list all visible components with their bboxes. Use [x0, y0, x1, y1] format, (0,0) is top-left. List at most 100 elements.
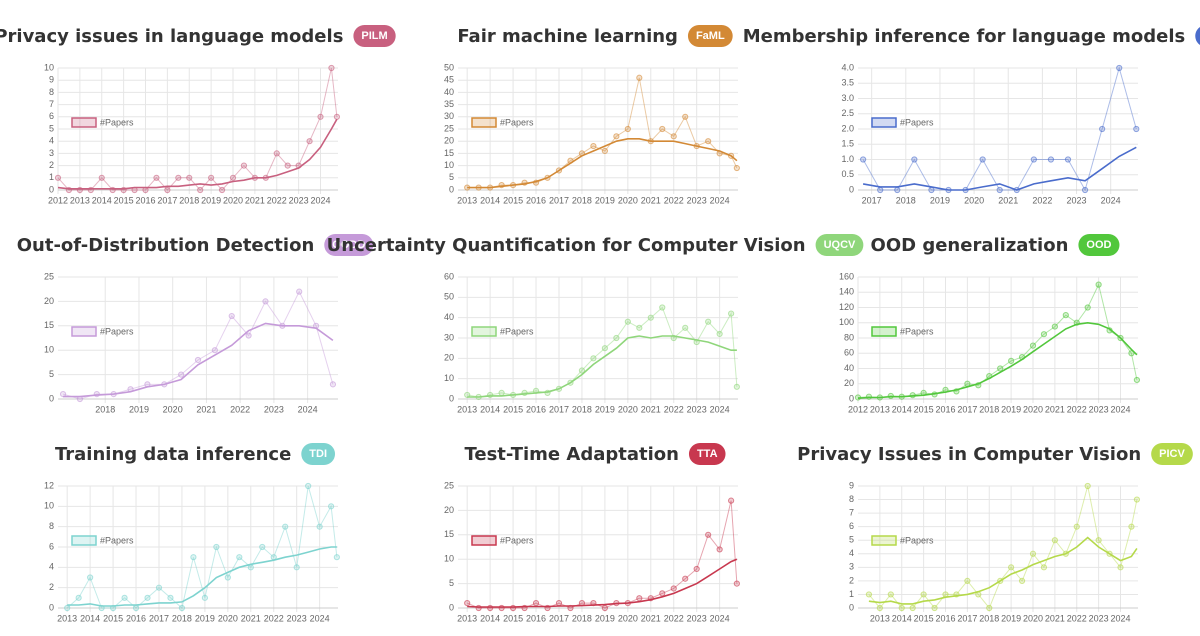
data-point [1133, 125, 1140, 133]
x-tick-label: 2013 [457, 195, 477, 205]
series-line [857, 283, 1138, 399]
chart-header: Privacy Issues in Computer Vision PICV [797, 443, 1193, 465]
data-point [218, 186, 226, 194]
data-point [997, 365, 1004, 372]
x-tick-label: 2022 [264, 613, 284, 623]
badge [688, 443, 726, 465]
badge [1078, 234, 1120, 256]
x-tick-label: 2016 [935, 404, 955, 414]
y-tick-label: 1 [849, 589, 854, 599]
badge [324, 234, 374, 256]
data-point [153, 174, 160, 181]
x-tick-label: 2023 [1067, 195, 1087, 205]
chart-title: Privacy issues in language models [0, 26, 343, 47]
y-tick-label: 4 [849, 548, 854, 558]
legend-label: #Papers [100, 326, 134, 336]
x-tick-label: 2018 [572, 613, 592, 623]
x-tick-label: 2018 [896, 195, 916, 205]
y-tick-label: 30 [444, 111, 454, 121]
y-tick-label: 20 [444, 353, 454, 363]
x-tick-label: 2017 [957, 613, 977, 623]
x-tick-label: 2019 [595, 613, 615, 623]
data-point [1029, 550, 1037, 557]
y-tick-label: 8 [49, 87, 54, 97]
data-point [1128, 523, 1135, 530]
y-tick-label: 8 [49, 521, 54, 531]
y-tick-label: 30 [444, 332, 454, 342]
data-point [1018, 577, 1026, 584]
series-line [868, 485, 1138, 609]
y-tick-label: 0 [849, 393, 854, 403]
legend-label: #Papers [900, 117, 934, 127]
data-point [670, 585, 677, 592]
x-tick-label: 2021 [245, 195, 265, 205]
x-tick-label: 2024 [310, 195, 330, 205]
data-point [636, 595, 643, 602]
x-tick-label: 2015 [503, 613, 523, 623]
data-point [121, 594, 128, 601]
x-tick-label: 2019 [595, 404, 615, 414]
data-point [898, 604, 905, 612]
y-tick-label: 2 [849, 575, 854, 585]
y-tick-label: 0 [49, 393, 54, 403]
x-tick-label: 2014 [892, 613, 912, 623]
x-tick-label: 2022 [1067, 404, 1087, 414]
legend-label: #Papers [900, 535, 934, 545]
data-point [498, 389, 505, 396]
y-tick-label: 0 [849, 602, 854, 612]
x-tick-label: 2015 [503, 404, 523, 414]
data-point [1133, 376, 1141, 384]
x-tick-label: 2020 [223, 195, 243, 205]
x-tick-label: 2016 [526, 404, 546, 414]
y-tick-label: 40 [844, 363, 854, 373]
data-point [876, 604, 883, 612]
badge-label: UQCV [824, 239, 856, 251]
data-point [333, 554, 340, 561]
series-line [57, 67, 338, 191]
y-tick-label: 20 [844, 378, 854, 388]
data-point [728, 497, 735, 504]
data-point [682, 113, 689, 120]
x-tick-label: 2023 [687, 613, 707, 623]
y-tick-label: 0.5 [841, 169, 854, 179]
data-point [733, 383, 740, 390]
chart-header: Training data inference TDI [55, 443, 336, 465]
y-tick-label: 8 [849, 494, 854, 504]
badge [815, 234, 864, 256]
data-point [464, 600, 471, 607]
legend-label: #Papers [500, 535, 534, 545]
data-point [590, 355, 597, 362]
data-point [259, 543, 266, 551]
data-point [240, 162, 248, 169]
data-point [98, 174, 105, 181]
y-tick-label: 0 [849, 184, 854, 194]
data-point [1030, 156, 1037, 163]
legend-label: #Papers [100, 535, 134, 545]
data-point [1029, 342, 1037, 349]
data-point [262, 298, 269, 305]
x-tick-label: 2021 [641, 404, 661, 414]
x-tick-label: 2016 [935, 613, 955, 623]
y-tick-label: 7 [849, 507, 854, 517]
data-point [1081, 186, 1089, 194]
x-tick-label: 2018 [979, 613, 999, 623]
y-tick-label: 6 [49, 541, 54, 551]
x-tick-label: 2015 [914, 613, 934, 623]
x-tick-label: 2021 [196, 404, 216, 414]
chart-panel: Privacy Issues in Computer Vision PICV 0 1 2… [797, 443, 1193, 623]
y-tick-label: 7 [49, 99, 54, 109]
data-point [728, 310, 735, 317]
data-point [1084, 304, 1091, 311]
chart-title: Fair machine learning [457, 26, 678, 47]
x-tick-label: 2013 [870, 613, 890, 623]
y-tick-label: 2.5 [841, 108, 854, 118]
data-point [920, 591, 927, 598]
data-point [659, 590, 666, 597]
data-point [860, 156, 867, 163]
x-tick-label: 2024 [1110, 404, 1130, 414]
series-line [62, 290, 334, 400]
chart-title: Out-of-Distribution Detection [17, 235, 315, 256]
y-tick-label: 100 [839, 317, 854, 327]
y-tick-label: 12 [44, 480, 54, 490]
